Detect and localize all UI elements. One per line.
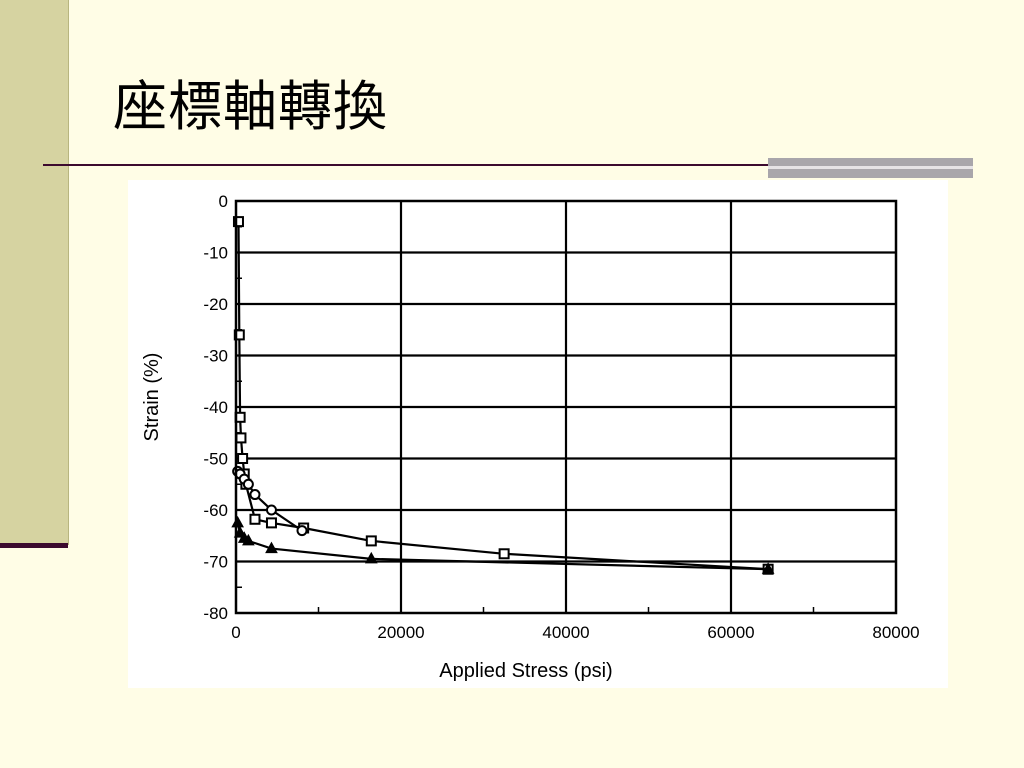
x-tick-label: 40000 — [542, 623, 589, 642]
data-point-square — [365, 535, 377, 547]
y-tick-label: -60 — [203, 501, 228, 520]
left-band-rule — [0, 543, 68, 548]
grid-layer — [236, 201, 896, 613]
data-point-triangle — [761, 562, 775, 574]
y-tick-label: -80 — [203, 604, 228, 623]
y-tick-label: -50 — [203, 450, 228, 469]
y-axis-label: Strain (%) — [141, 353, 163, 442]
x-axis-label: Applied Stress (psi) — [439, 660, 612, 682]
data-point-square — [249, 513, 261, 525]
data-point-square — [265, 517, 277, 529]
title-underline — [43, 164, 973, 166]
y-tick-label: -30 — [203, 347, 228, 366]
data-point-square — [498, 548, 510, 560]
data-point-circle — [242, 478, 254, 490]
data-point-square — [237, 453, 249, 464]
y-tick-label: 0 — [219, 192, 228, 211]
chart-svg: 0-10-20-30-40-50-60-70-800 20000 40000 6000… — [141, 192, 920, 682]
series-layer — [231, 216, 775, 575]
data-point-circle — [296, 525, 308, 537]
x-tick-label: 60000 — [707, 623, 754, 642]
data-point-square — [235, 432, 247, 444]
data-point-triangle — [265, 541, 278, 554]
plot-frame — [234, 199, 898, 615]
data-point-triangle — [242, 533, 255, 546]
x-tick-label: 20000 — [377, 623, 424, 642]
data-point-circle — [265, 504, 277, 516]
left-decor-band — [0, 0, 69, 545]
y-tick-label: -40 — [203, 398, 228, 417]
y-tick-label: -10 — [203, 244, 228, 263]
x-tick-label: 0 — [231, 623, 240, 642]
data-point-triangle — [231, 515, 244, 528]
series-line-square — [237, 221, 769, 571]
data-point-circle — [249, 489, 261, 501]
chart-figure: 0 -10 -20 -30 -40 -50 -60 -70 -80 0 20000 40000 6000… — [128, 180, 948, 688]
data-point-triangle — [364, 551, 378, 564]
tick-layer: 0-10-20-30-40-50-60-70-800 20000 40000 6000… — [203, 192, 919, 642]
y-tick-label: -70 — [203, 553, 228, 572]
y-tick-label: -20 — [203, 295, 228, 314]
slide-title: 座標軸轉換 — [113, 75, 388, 138]
x-tick-label: 80000 — [872, 623, 919, 642]
accent-bar — [768, 158, 973, 178]
